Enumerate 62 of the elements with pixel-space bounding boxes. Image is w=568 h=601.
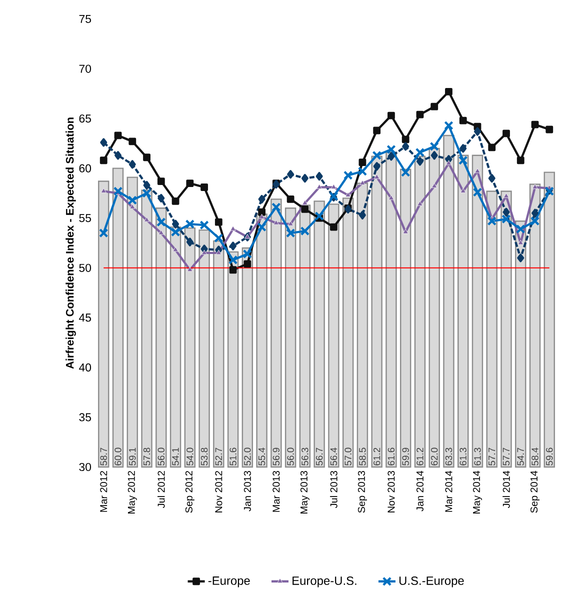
data-label: 61.3 [460,448,466,466]
x-tick-label: May 2014 [472,470,482,514]
x-tick-label: May 2012 [128,471,137,514]
legend-label: U.S.-Europe [399,576,464,588]
data-label: 59.6 [546,448,553,466]
data-label: 54.7 [517,448,524,466]
y-tick-label: 50 [79,264,92,272]
y-tick-label: 30 [79,462,92,472]
data-label: 54.1 [172,448,179,466]
x-tick-label: Sep 2014 [530,470,540,513]
data-label: 58.4 [532,448,538,466]
y-tick-label: 45 [79,314,91,322]
y-tick-label: 55 [79,214,91,222]
data-label: 63.3 [445,448,452,466]
data-label: 62.0 [430,448,438,466]
y-tick-label: 75 [79,15,91,23]
x-tick-label: Jan 2013 [244,470,251,512]
x-tick-label: Sep 2013 [358,470,367,513]
data-label: 55.4 [258,448,266,466]
data-label: 57.7 [488,448,496,466]
data-label: 56.0 [158,448,164,466]
data-label: 56.4 [330,448,338,466]
y-tick-label: 70 [79,64,92,73]
x-tick-label: Jul 2014 [502,470,510,508]
data-label: 51.6 [230,448,236,466]
data-label: 61.3 [474,448,481,466]
data-label: 59.9 [402,448,409,466]
data-label: 52.0 [244,448,251,466]
y-tick-label: 40 [79,363,92,372]
x-tick-label: Mar 2013 [272,470,280,512]
legend-label: -Europe [208,576,250,588]
x-tick-label: Sep 2012 [185,471,194,513]
data-label: 53.8 [200,448,208,466]
x-tick-label: Jul 2012 [157,471,165,508]
data-label: 59.1 [129,448,136,466]
x-tick-label: Mar 2012 [100,471,108,512]
y-axis-title: Airfreight Confidence Index - Expected Situation [66,118,76,369]
y-tick-label: 60 [79,164,92,172]
legend-label: Europe-U.S. [292,576,356,588]
data-label: 58.5 [359,448,366,466]
data-label: 61.2 [373,448,380,466]
data-label: 56.9 [272,448,280,466]
data-label: 56.7 [316,448,323,466]
data-label: 56.0 [287,448,294,466]
data-label: 58.7 [100,448,107,466]
data-label: 61.2 [416,448,424,466]
data-label: 60.0 [114,448,122,466]
x-tick-label: May 2013 [300,470,310,514]
y-tick-label: 65 [79,114,91,123]
data-label: 57.7 [502,448,510,466]
x-tick-label: Nov 2013 [388,470,395,512]
data-label: 56.3 [302,448,308,466]
data-label: 61.6 [388,448,395,466]
data-label: 52.7 [215,448,222,466]
x-tick-label: Jan 2014 [416,470,424,512]
x-tick-label: Jul 2013 [330,470,338,508]
x-tick-label: Mar 2014 [445,470,452,512]
data-label: 54.0 [186,448,194,466]
data-label: 57.8 [143,448,150,466]
y-tick-label: 35 [79,413,91,422]
data-label: 57.0 [344,448,352,466]
x-tick-label: Nov 2012 [215,471,222,512]
